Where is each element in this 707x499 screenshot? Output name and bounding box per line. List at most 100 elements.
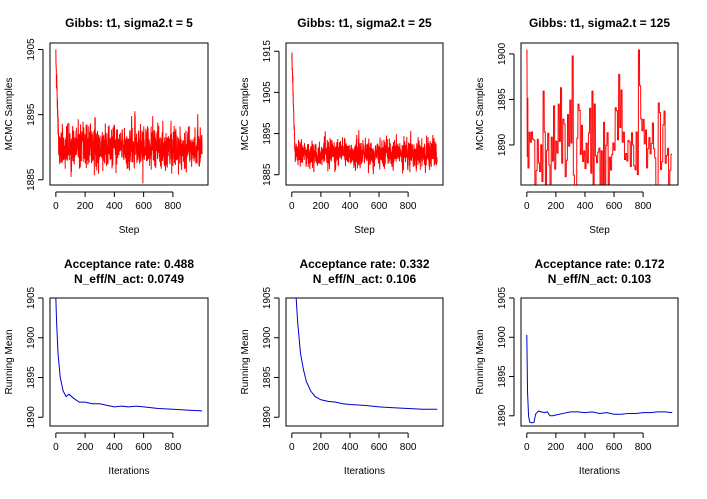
x-tick-label: 400 xyxy=(342,201,359,212)
y-tick-label: 1905 xyxy=(26,38,37,61)
x-axis: 0 200 400 600 800 xyxy=(524,191,652,212)
chart-panel-4: 0 200 400 600 800 1890 1895 1900 1905 Iterations R… xyxy=(4,257,209,477)
y-tick-label: 1890 xyxy=(497,404,508,427)
plot-frame xyxy=(49,42,209,186)
x-tick-label: 200 xyxy=(313,442,330,453)
x-tick-label: 0 xyxy=(524,201,530,212)
x-tick-label: 800 xyxy=(400,442,417,453)
x-axis-label: Step xyxy=(589,225,610,236)
series-line-1 xyxy=(526,49,673,185)
x-tick-label: 400 xyxy=(106,201,123,212)
y-axis: 1890 1895 1900 1905 xyxy=(497,286,515,427)
plot-frame xyxy=(285,42,444,186)
chart-title: Acceptance rate: 0.332 xyxy=(299,257,429,271)
chart-title: Gibbs: t1, sigma2.t = 125 xyxy=(529,16,670,30)
y-tick-label: 1900 xyxy=(497,326,508,349)
x-tick-label: 600 xyxy=(606,442,623,453)
y-axis-label: Running Mean xyxy=(475,329,486,394)
y-tick-label: 1890 xyxy=(26,406,37,429)
chart-title: Gibbs: t1, sigma2.t = 5 xyxy=(65,16,193,30)
series-line-1 xyxy=(55,298,203,412)
y-tick-label: 1885 xyxy=(262,163,273,186)
y-tick-label: 1900 xyxy=(262,326,273,349)
x-axis: 0 200 400 600 800 xyxy=(289,191,417,212)
x-tick-label: 800 xyxy=(400,201,417,212)
x-axis: 0 200 400 600 800 xyxy=(53,191,182,212)
x-tick-label: 400 xyxy=(342,442,359,453)
x-tick-label: 200 xyxy=(313,201,330,212)
x-tick-label: 200 xyxy=(77,201,94,212)
y-axis: 1890 1895 1900 1905 xyxy=(26,286,44,429)
y-tick-label: 1905 xyxy=(262,81,273,104)
chart-panel-1: 0 200 400 600 800 1885 1895 1905 Step MCMC Sample… xyxy=(4,16,209,236)
y-tick-label: 1890 xyxy=(497,133,508,156)
chart-title: Acceptance rate: 0.488 xyxy=(64,257,194,271)
x-axis-label: Iterations xyxy=(108,466,149,477)
chart-title: N_eff/N_act: 0.103 xyxy=(548,272,652,286)
series-line-1 xyxy=(295,298,438,410)
x-tick-label: 600 xyxy=(135,442,152,453)
x-tick-label: 800 xyxy=(635,442,652,453)
plot-frame xyxy=(520,42,679,186)
x-tick-label: 0 xyxy=(289,201,295,212)
x-tick-label: 600 xyxy=(606,201,623,212)
x-tick-label: 0 xyxy=(53,442,59,453)
x-axis: 0 200 400 600 800 xyxy=(289,432,417,453)
chart-title: Acceptance rate: 0.172 xyxy=(534,257,664,271)
y-tick-label: 1900 xyxy=(497,42,508,65)
x-tick-label: 600 xyxy=(135,201,152,212)
y-axis: 1890 1895 1900 xyxy=(497,42,515,156)
x-tick-label: 200 xyxy=(548,442,565,453)
y-axis-label: MCMC Samples xyxy=(475,78,486,151)
y-tick-label: 1905 xyxy=(26,286,37,309)
x-axis: 0 200 400 600 800 xyxy=(524,432,652,453)
y-tick-label: 1890 xyxy=(262,406,273,429)
y-tick-label: 1885 xyxy=(26,168,37,191)
x-tick-label: 200 xyxy=(548,201,565,212)
x-tick-label: 400 xyxy=(106,442,123,453)
series-line-1 xyxy=(291,52,438,175)
x-tick-label: 0 xyxy=(524,442,530,453)
y-axis: 1885 1895 1905 1915 xyxy=(262,40,280,186)
y-axis-label: Running Mean xyxy=(240,329,251,394)
series-line-1 xyxy=(526,334,673,424)
x-axis-label: Iterations xyxy=(344,466,385,477)
x-axis: 0 200 400 600 800 xyxy=(53,432,182,453)
chart-panel-5: 0 200 400 600 800 1890 1895 1900 1905 Iterations R… xyxy=(240,257,444,477)
x-tick-label: 400 xyxy=(577,201,594,212)
y-axis-label: MCMC Samples xyxy=(4,78,15,151)
y-tick-label: 1915 xyxy=(262,40,273,63)
plot-frame xyxy=(285,297,444,427)
chart-title: N_eff/N_act: 0.106 xyxy=(313,272,417,286)
x-axis-label: Step xyxy=(354,225,375,236)
x-tick-label: 200 xyxy=(77,442,94,453)
plot-frame xyxy=(520,297,679,427)
x-axis-label: Step xyxy=(119,225,140,236)
y-tick-label: 1905 xyxy=(497,286,508,309)
y-tick-label: 1895 xyxy=(497,88,508,111)
series-line-1 xyxy=(55,49,203,184)
chart-panel-3: 0 200 400 600 800 1890 1895 1900 Step MCMC Sample… xyxy=(475,16,679,236)
y-tick-label: 1900 xyxy=(26,326,37,349)
x-tick-label: 800 xyxy=(635,201,652,212)
y-axis-label: MCMC Samples xyxy=(240,78,251,151)
x-tick-label: 600 xyxy=(371,201,388,212)
y-tick-label: 1895 xyxy=(26,103,37,126)
chart-panel-6: 0 200 400 600 800 1890 1895 1900 1905 Iterations R… xyxy=(475,257,679,477)
y-tick-label: 1905 xyxy=(262,286,273,309)
x-tick-label: 600 xyxy=(371,442,388,453)
x-tick-label: 800 xyxy=(165,442,182,453)
y-tick-label: 1895 xyxy=(262,366,273,389)
y-tick-label: 1895 xyxy=(497,365,508,388)
chart-title: N_eff/N_act: 0.0749 xyxy=(74,272,184,286)
y-tick-label: 1895 xyxy=(262,122,273,145)
x-tick-label: 400 xyxy=(577,442,594,453)
plot-frame xyxy=(49,297,209,427)
y-axis: 1885 1895 1905 xyxy=(26,38,44,191)
x-tick-label: 800 xyxy=(165,201,182,212)
y-axis-label: Running Mean xyxy=(4,329,15,394)
x-axis-label: Iterations xyxy=(579,466,620,477)
x-tick-label: 0 xyxy=(53,201,59,212)
